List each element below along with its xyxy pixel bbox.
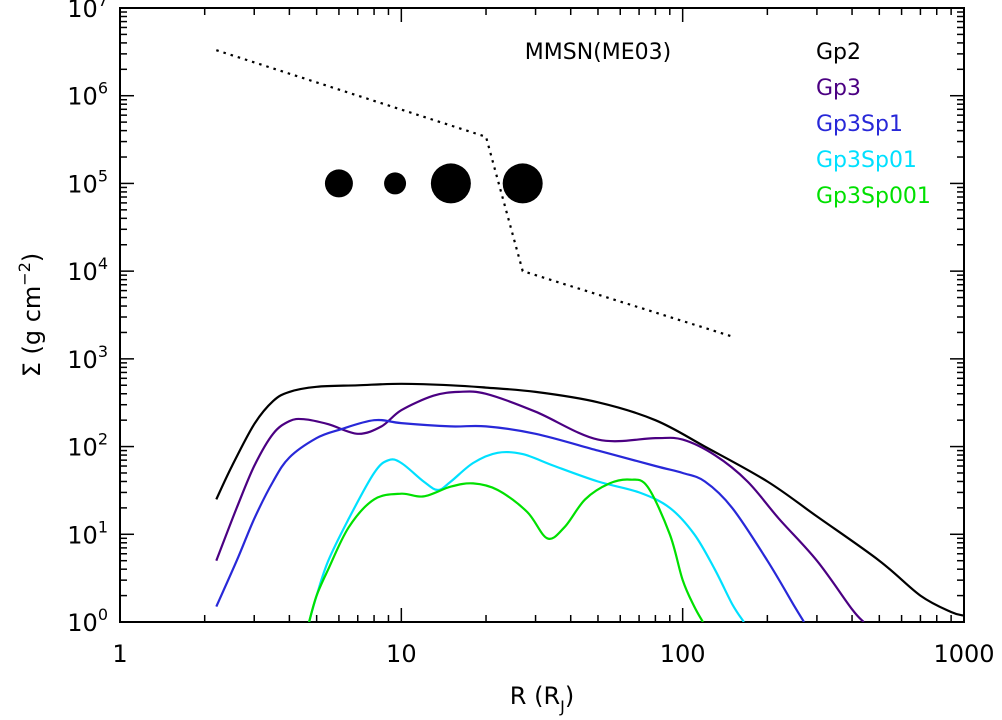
x-tick-label: 10 bbox=[386, 640, 417, 668]
planet-marker bbox=[502, 163, 543, 204]
x-tick-label: 1000 bbox=[933, 640, 994, 668]
legend-entry: Gp3Sp01 bbox=[816, 148, 917, 173]
series-line-mmsn-me03 bbox=[215, 49, 733, 338]
legend-entry: Gp2 bbox=[816, 40, 861, 65]
x-tick-label: 1 bbox=[112, 640, 127, 668]
legend-entry: Gp3 bbox=[816, 76, 861, 101]
planet-marker bbox=[430, 163, 471, 204]
y-tick-label: 102 bbox=[67, 430, 108, 462]
axis-ticks bbox=[119, 8, 964, 623]
series-line-gp3 bbox=[215, 390, 865, 622]
labels-layer: 1 10 100 1000 100 101 102 103 104 105 106 107 R (RJ)… bbox=[15, 0, 995, 716]
series-line-gp3sp01 bbox=[308, 450, 745, 622]
y-tick-label: 105 bbox=[67, 166, 108, 198]
x-axis-title: R (RJ) bbox=[510, 682, 574, 716]
series-line-gp2 bbox=[215, 382, 964, 617]
y-tick-label: 106 bbox=[67, 79, 108, 111]
series-line-gp3sp001 bbox=[308, 478, 704, 622]
planet-marker bbox=[384, 172, 407, 195]
x-tick-label: 100 bbox=[660, 640, 706, 668]
legend: Gp2 Gp3 Gp3Sp1 Gp3Sp01 Gp3Sp001 bbox=[816, 40, 931, 209]
y-axis-title: Σ (g cm−2) bbox=[15, 253, 46, 378]
legend-entry: Gp3Sp001 bbox=[816, 184, 931, 209]
legend-entry: Gp3Sp1 bbox=[816, 112, 903, 137]
y-tick-label: 101 bbox=[67, 517, 108, 549]
planet-marker bbox=[324, 169, 353, 198]
markers-layer bbox=[324, 163, 543, 204]
series-line-gp3sp1 bbox=[215, 418, 805, 622]
y-tick-label: 103 bbox=[67, 342, 108, 374]
y-tick-label: 107 bbox=[67, 0, 108, 23]
y-tick-label: 104 bbox=[67, 254, 108, 286]
plot-frame bbox=[119, 7, 965, 623]
y-tick-label: 100 bbox=[67, 605, 108, 637]
mmsn-annotation: MMSN(ME03) bbox=[525, 40, 671, 65]
series-layer bbox=[215, 49, 964, 622]
